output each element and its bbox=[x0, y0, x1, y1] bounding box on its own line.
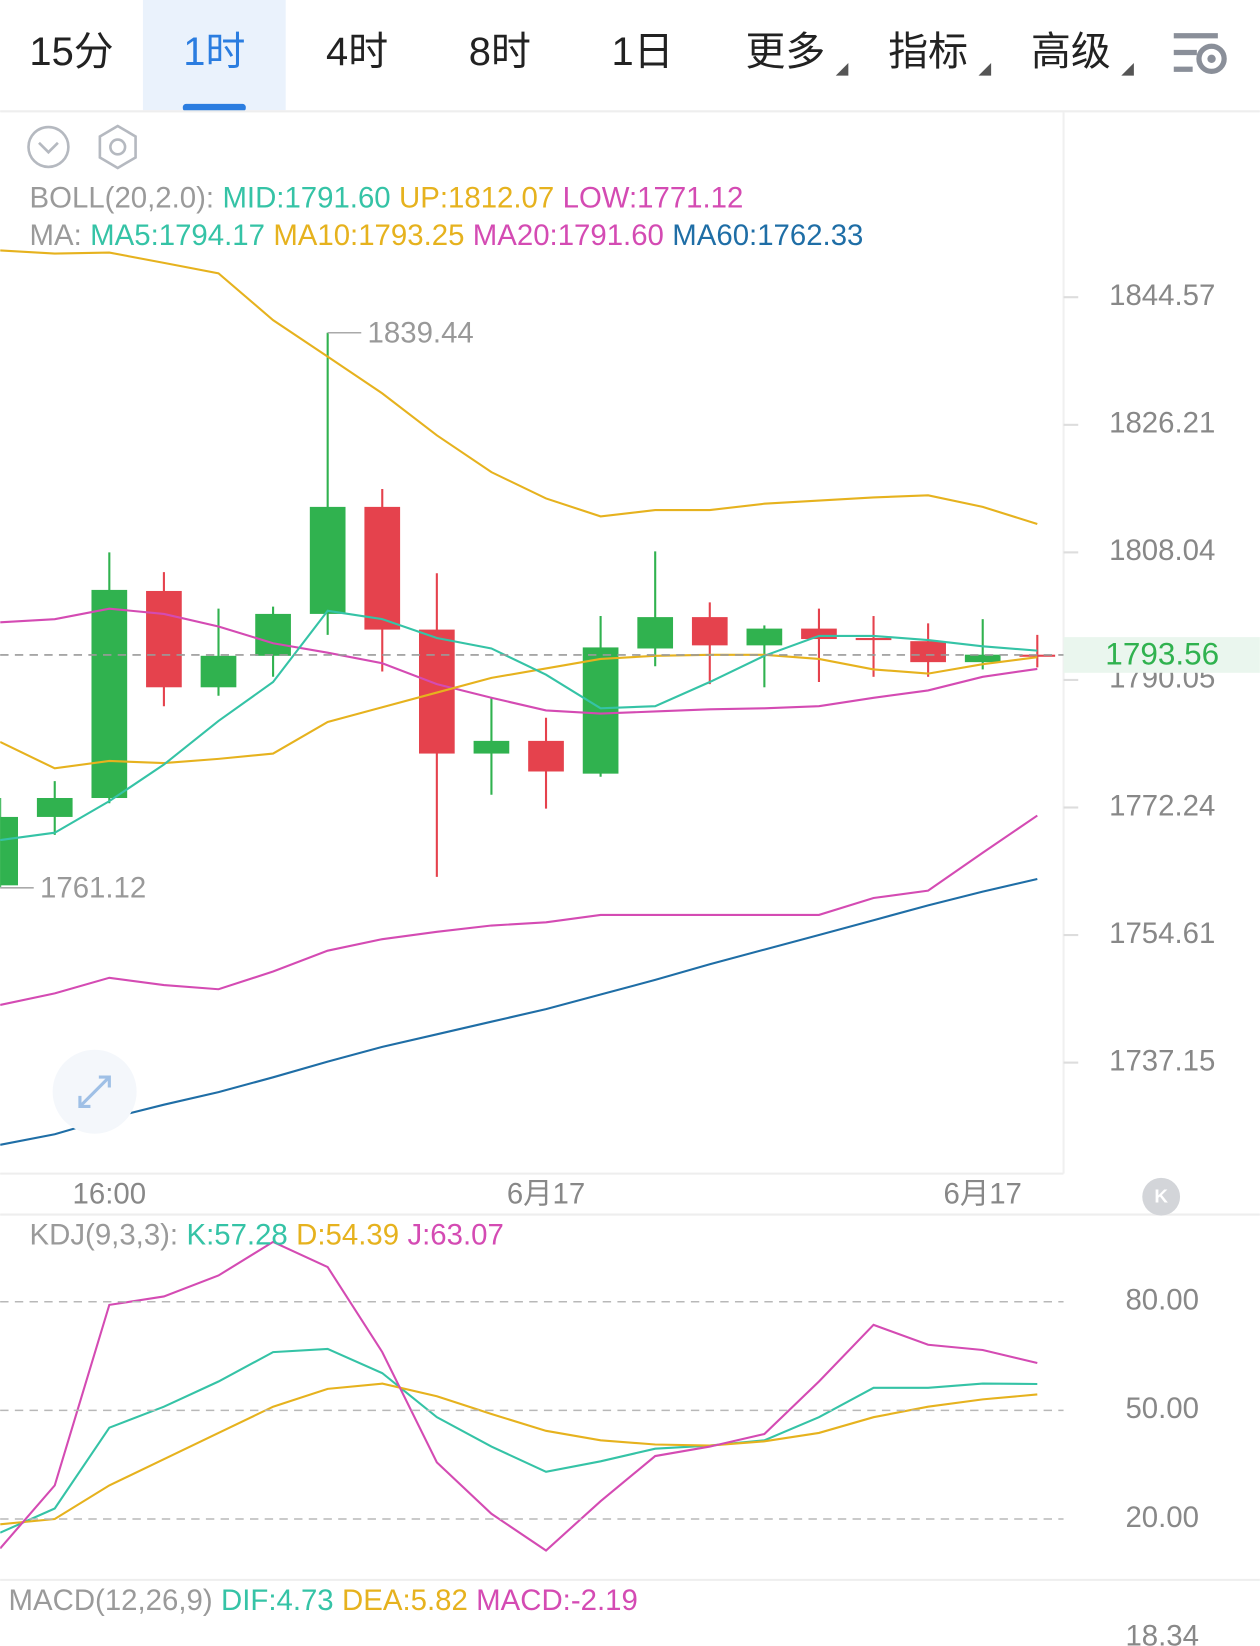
tab[interactable]: 4时 bbox=[326, 30, 388, 74]
candle-body bbox=[855, 637, 892, 641]
kdj-plot bbox=[0, 1240, 1038, 1552]
candle-body bbox=[91, 589, 128, 799]
y-tick-label: 1754.61 bbox=[1109, 917, 1215, 950]
legend-item: J:63.07 bbox=[407, 1218, 503, 1251]
indicator-line bbox=[0, 878, 1038, 1146]
candle-body bbox=[473, 740, 510, 754]
svg-text:K: K bbox=[1154, 1187, 1168, 1208]
candle-body bbox=[146, 590, 182, 688]
indicator-line bbox=[0, 653, 1038, 770]
x-tick-label: 6月17 bbox=[944, 1177, 1022, 1210]
tab-label: 更多 bbox=[745, 30, 825, 74]
last-price-box bbox=[1063, 637, 1260, 673]
candle-body bbox=[200, 655, 237, 688]
tab-label: 1日 bbox=[612, 30, 674, 74]
legend-item: MID:1791.60 bbox=[222, 181, 390, 214]
tab[interactable]: 15分 bbox=[29, 30, 113, 74]
x-tick-label: 6月17 bbox=[507, 1177, 585, 1210]
y-tick-label: 1772.24 bbox=[1109, 789, 1215, 822]
candle-body bbox=[910, 641, 946, 663]
main-plot bbox=[0, 249, 1056, 1146]
candle-body bbox=[691, 617, 728, 646]
tab-bar: 15分 1时 4时 8时 1日 更多 指标 高级 bbox=[29, 0, 1134, 112]
candle-body bbox=[746, 628, 783, 646]
indicator-line bbox=[0, 814, 1038, 1006]
y-tick-label: 1844.57 bbox=[1109, 279, 1215, 312]
scroll-to-latest-button[interactable]: K bbox=[1142, 1177, 1181, 1216]
indicator-legend: BOLL(20,2.0): MID:1791.60 UP:1812.07 LOW:17… bbox=[30, 181, 744, 214]
candle-body bbox=[528, 740, 564, 772]
legend-title: MA: bbox=[30, 219, 82, 252]
legend-item: DIF:4.73 bbox=[221, 1584, 334, 1617]
tab-label: 高级 bbox=[1031, 30, 1111, 74]
tab-indicator bbox=[182, 103, 246, 112]
tab-label: 15分 bbox=[29, 30, 113, 74]
tab-label: 8时 bbox=[469, 30, 531, 74]
kdj-line bbox=[0, 1382, 1038, 1526]
legend-title: KDJ(9,3,3): bbox=[30, 1218, 179, 1251]
candle-body bbox=[364, 506, 401, 630]
min-label: 1761.12 bbox=[40, 872, 146, 905]
kdj-line bbox=[0, 1347, 1038, 1534]
legend-item: D:54.39 bbox=[296, 1218, 399, 1251]
tab-label: 指标 bbox=[888, 30, 968, 74]
tab[interactable]: 8时 bbox=[469, 30, 531, 74]
fullscreen-button[interactable] bbox=[52, 1049, 137, 1134]
chart-settings-button[interactable] bbox=[1173, 33, 1227, 75]
indicator-line bbox=[0, 249, 1038, 525]
candle-body bbox=[255, 613, 291, 656]
macd-panel: MACD(12,26,9) DIF:4.73 DEA:5.82 MACD:-2.19 1… bbox=[9, 1584, 1199, 1646]
kdj-line bbox=[0, 1240, 1038, 1552]
candle-body bbox=[309, 506, 346, 614]
indicator-legend: MACD(12,26,9) DIF:4.73 DEA:5.82 MACD:-2.19 bbox=[9, 1584, 638, 1617]
legend-item: MA20:1791.60 bbox=[473, 219, 664, 252]
legend-item: DEA:5.82 bbox=[342, 1584, 468, 1617]
legend-title: BOLL(20,2.0): bbox=[30, 181, 215, 214]
legend-item: MA10:1793.25 bbox=[273, 219, 464, 252]
tab[interactable]: 更多 bbox=[745, 30, 849, 76]
tab-label: 1时 bbox=[183, 30, 245, 74]
last-price-label: 1793.56 bbox=[1105, 635, 1219, 671]
y-tick-label: 1737.15 bbox=[1109, 1044, 1215, 1077]
legend-item: UP:1812.07 bbox=[399, 181, 554, 214]
main-overlay: BOLL(20,2.0): MID:1791.60 UP:1812.07 LOW:17… bbox=[0, 181, 1260, 1210]
x-tick-label: 16:00 bbox=[73, 1177, 147, 1210]
legend-item: MA5:1794.17 bbox=[90, 219, 265, 252]
y-tick-label: 20.00 bbox=[1125, 1501, 1199, 1534]
candle-body bbox=[801, 628, 837, 640]
indicator-line bbox=[0, 607, 1038, 715]
candle-body bbox=[36, 798, 73, 817]
y-tick-label: 18.34 bbox=[1125, 1619, 1199, 1646]
candle-body bbox=[637, 617, 674, 649]
candle-body bbox=[964, 654, 1001, 663]
tab-label: 4时 bbox=[326, 30, 388, 74]
collapse-button[interactable] bbox=[27, 125, 70, 169]
y-tick-label: 80.00 bbox=[1125, 1283, 1199, 1316]
indicator-legend: KDJ(9,3,3): K:57.28 D:54.39 J:63.07 bbox=[30, 1218, 504, 1251]
legend-item: MACD:-2.19 bbox=[476, 1584, 638, 1617]
y-tick-label: 1826.21 bbox=[1109, 407, 1215, 440]
legend-item: MA60:1762.33 bbox=[672, 219, 863, 252]
indicator-settings-button[interactable] bbox=[98, 124, 137, 170]
legend-item: LOW:1771.12 bbox=[563, 181, 744, 214]
y-tick-label: 1808.04 bbox=[1109, 534, 1215, 567]
candle-body bbox=[582, 647, 619, 774]
max-label: 1839.44 bbox=[368, 317, 474, 350]
indicator-line bbox=[0, 609, 1038, 842]
candle-body bbox=[1019, 654, 1056, 657]
tab-highlight bbox=[142, 0, 286, 111]
tab[interactable]: 1日 bbox=[612, 30, 674, 74]
tab[interactable]: 1时 bbox=[142, 0, 286, 112]
legend-title: MACD(12,26,9) bbox=[9, 1584, 213, 1617]
indicator-legend: MA: MA5:1794.17 MA10:1793.25 MA20:1791.60 MA… bbox=[30, 219, 864, 252]
y-tick-label: 50.00 bbox=[1125, 1392, 1199, 1425]
candle-body bbox=[0, 816, 18, 886]
kdj-axis: KDJ(9,3,3): K:57.28 D:54.39 J:63.07 80.00 50.… bbox=[0, 1218, 1199, 1534]
legend-item: K:57.28 bbox=[187, 1218, 288, 1251]
